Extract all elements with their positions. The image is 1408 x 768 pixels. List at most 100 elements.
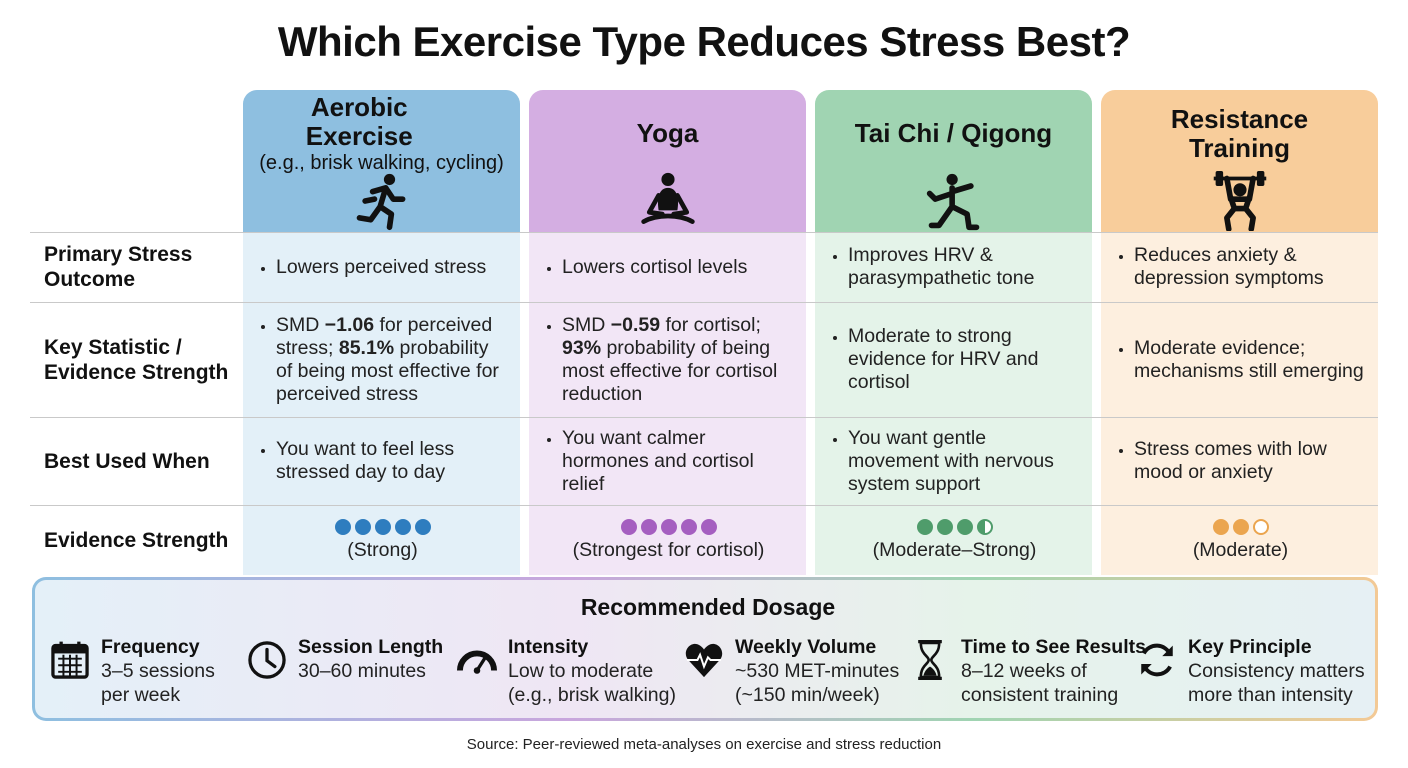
cell: Stress comes with low mood or anxiety <box>1101 417 1378 505</box>
bullet-list: SMD −0.59 for cortisol; 93% probability … <box>545 314 792 406</box>
dosage-item: Intensity Low to moderate (e.g., brisk wal… <box>456 635 676 707</box>
column-name: Aerobic Exercise <box>305 91 413 151</box>
dosage-text: Session Length 30–60 minutes <box>298 635 443 683</box>
dosage-item: Frequency 3–5 sessions per week <box>49 635 215 707</box>
text-segment: 85.1% <box>338 336 395 359</box>
text-segment: Moderate evidence; mechanisms still emer… <box>1134 336 1364 382</box>
evidence-dot <box>414 518 431 535</box>
exercise-icon <box>640 172 695 224</box>
dosage-line: per week <box>101 684 181 706</box>
text-segment: for perceived stress; <box>276 313 493 359</box>
evidence-cell: (Strongest for cortisol) <box>529 505 806 575</box>
dosage-line: (~150 min/week) <box>735 684 880 706</box>
dosage-icon <box>1141 643 1173 677</box>
evidence-dot <box>936 518 953 535</box>
header-text: Tai Chi / Qigong <box>855 90 1052 171</box>
column-name: Resistance Training <box>1170 103 1309 163</box>
bullet: You want to feel less stressed day to da… <box>276 438 506 484</box>
bullet: You want gentle movement with nervous sy… <box>848 427 1078 496</box>
title: Which Exercise Type Reduces Stress Best? <box>277 18 1131 65</box>
dosage-text: Frequency 3–5 sessions per week <box>101 635 215 707</box>
dosage-text: Key Principle Consistency matters more tha… <box>1188 635 1365 707</box>
bullet: Moderate evidence; mechanisms still emer… <box>1134 337 1364 383</box>
evidence-dot <box>976 518 993 535</box>
column-header: Resistance Training <box>1101 90 1378 232</box>
evidence-dot <box>680 518 697 535</box>
bullet-list: Moderate evidence; mechanisms still emer… <box>1117 337 1364 383</box>
exercise-icon <box>926 173 979 231</box>
dosage-line: Consistency matters <box>1188 660 1365 682</box>
bullet-list: Reduces anxiety & depression symptoms <box>1117 244 1364 290</box>
bullet: SMD −0.59 for cortisol; 93% probability … <box>562 314 792 406</box>
column-header: Aerobic Exercise (e.g., brisk walking, cy… <box>243 90 520 232</box>
text-segment: −1.06 <box>324 313 375 336</box>
dosage-text: Intensity Low to moderate (e.g., brisk wal… <box>508 635 676 707</box>
evidence-cell: (Moderate–Strong) <box>815 505 1092 575</box>
bullet-list: SMD −1.06 for perceived stress; 85.1% pr… <box>259 314 506 406</box>
evidence-dot <box>334 518 351 535</box>
dosage-title: Recommended Dosage <box>580 594 836 620</box>
evidence-dot <box>620 518 637 535</box>
row-divider <box>30 302 1378 303</box>
bullet-list: Improves HRV & parasympathetic tone <box>831 244 1078 290</box>
cell: You want calmer hormones and cortisol re… <box>529 417 806 505</box>
row-label: Key Statistic / Evidence Strength <box>44 335 229 384</box>
bullet: Moderate to strong evidence for HRV and … <box>848 325 1078 394</box>
evidence-dot <box>640 518 657 535</box>
cell: Moderate to strong evidence for HRV and … <box>815 302 1092 417</box>
cell: You want to feel less stressed day to da… <box>243 417 520 505</box>
dosage-item: Session Length 30–60 minutes <box>246 635 443 683</box>
column-subtitle: (e.g., brisk walking, cycling) <box>259 151 504 174</box>
bullet: Lowers perceived stress <box>276 256 486 279</box>
dosage-label: Intensity <box>508 636 589 658</box>
source: Source: Peer-reviewed meta-analyses on e… <box>466 736 942 753</box>
dosage-icon <box>248 641 286 679</box>
row-label: Primary Stress Outcome <box>44 243 193 291</box>
evidence-cell: (Strong) <box>243 505 520 575</box>
cell: Moderate evidence; mechanisms still emer… <box>1101 302 1378 417</box>
dosage-line: Low to moderate <box>508 660 654 682</box>
dosage-line: (e.g., brisk walking) <box>508 684 676 706</box>
evidence-dot <box>354 518 371 535</box>
evidence-dot <box>394 518 411 535</box>
dosage-item: Key Principle Consistency matters more tha… <box>1136 635 1365 707</box>
dots <box>334 518 431 535</box>
dosage-line: 8–12 weeks of <box>961 660 1087 682</box>
dots <box>916 518 993 535</box>
cell: Lowers perceived stress <box>243 232 520 302</box>
evidence-dot <box>916 518 933 535</box>
row-divider <box>30 232 1378 233</box>
dosage-icon <box>685 643 723 678</box>
exercise-icon <box>356 173 405 231</box>
dosage-label: Key Principle <box>1188 636 1312 658</box>
bullet: Reduces anxiety & depression symptoms <box>1134 244 1364 290</box>
column-header: Yoga <box>529 90 806 232</box>
row-divider <box>30 505 1378 506</box>
column-name: Yoga <box>636 118 699 148</box>
rating: (Moderate) <box>1192 538 1289 561</box>
dosage-line: 30–60 minutes <box>298 660 426 682</box>
row-label: Evidence Strength <box>44 528 229 552</box>
bullet-list: Moderate to strong evidence for HRV and … <box>831 325 1078 394</box>
evidence-dot <box>660 518 677 535</box>
dosage-label: Session Length <box>298 636 444 658</box>
evidence-dot <box>374 518 391 535</box>
dosage-text: Time to See Results 8–12 weeks of consiste… <box>961 635 1146 707</box>
rating: (Moderate–Strong) <box>872 538 1037 561</box>
cell: Lowers cortisol levels <box>529 232 806 302</box>
dosage-line: ~530 MET-minutes <box>735 660 900 682</box>
header-text: Yoga <box>637 90 699 171</box>
row-divider <box>30 417 1378 418</box>
text-segment: Moderate to strong evidence for HRV and … <box>848 325 1039 393</box>
dosage-panel: Recommended Dosage Frequency 3–5 sessions… <box>32 577 1378 721</box>
text-segment: SMD <box>276 313 325 336</box>
cell: Reduces anxiety & depression symptoms <box>1101 232 1378 302</box>
column-header: Tai Chi / Qigong <box>815 90 1092 232</box>
text-segment: probability of being most effective for … <box>562 336 778 405</box>
dosage-item: Time to See Results 8–12 weeks of consiste… <box>909 635 1146 707</box>
dosage-label: Frequency <box>101 636 200 658</box>
text-segment: probability of being most effective for … <box>276 336 499 405</box>
rating: (Strong) <box>347 538 418 561</box>
bullet-list: Lowers perceived stress <box>259 256 486 279</box>
column-name: Tai Chi / Qigong <box>854 118 1053 148</box>
